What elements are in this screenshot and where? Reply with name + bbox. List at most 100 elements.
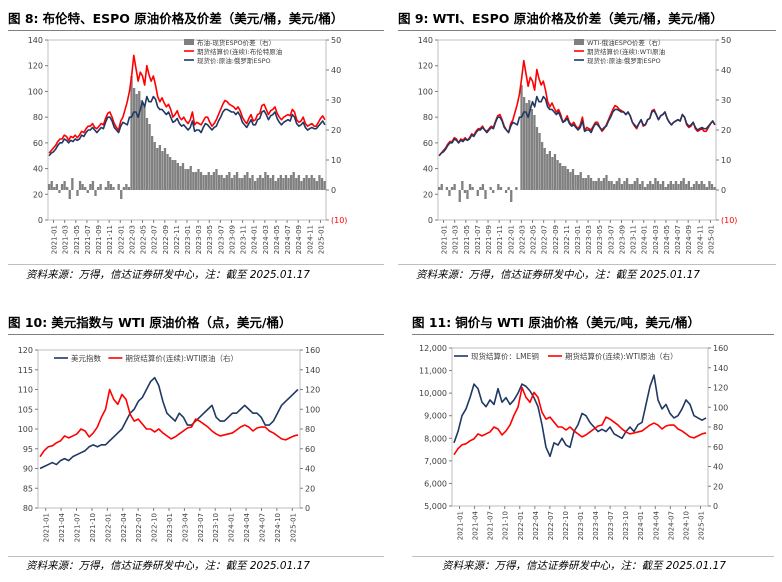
right-axis-tick-label: 40	[713, 463, 723, 472]
spread-bar	[269, 178, 272, 190]
spread-bar	[713, 187, 716, 190]
spread-bar	[651, 184, 654, 190]
spread-bar	[533, 115, 536, 190]
spread-bar	[117, 184, 120, 190]
spread-bar	[207, 172, 210, 190]
legend-label: 美元指数	[71, 353, 101, 363]
spread-bar	[577, 175, 580, 190]
spread-bar	[256, 178, 259, 190]
figure-caption: 美元指数与 WTI 原油价格（点，美元/桶）	[51, 315, 292, 330]
chart-3: 5,000 6,000 7,000 8,000 9,000 10,000 11,000 12,…	[394, 338, 778, 556]
spread-bar	[528, 100, 531, 190]
right-axis-tick-label: 20	[305, 484, 315, 493]
spread-bar	[96, 187, 100, 190]
left-axis-tick-label: 9,000	[424, 412, 447, 421]
figure-10-panel: 图 10: 美元指数与 WTI 原油价格（点，美元/桶） 80 85 90 95 100 1…	[4, 296, 386, 580]
legend-swatch	[574, 39, 584, 45]
x-axis-tick-label: 2021-01	[43, 513, 51, 542]
spread-bar	[163, 148, 167, 190]
x-axis-tick-label: 2021-07	[74, 513, 82, 542]
right-axis-tick-label: 120	[305, 386, 320, 395]
spread-bar	[543, 148, 546, 190]
series-line-0	[453, 374, 707, 458]
x-axis-tick-label: 2021-05	[73, 225, 81, 254]
spread-bar	[631, 184, 634, 190]
left-axis-tick-label: 40	[33, 165, 43, 174]
spread-bar	[566, 169, 570, 190]
figure-caption: 铜价与 WTI 原油价格（美元/吨，美元/桶）	[455, 315, 701, 330]
spread-bar	[654, 178, 657, 190]
spread-bar	[659, 184, 662, 190]
left-axis-tick-label: 40	[423, 165, 433, 174]
left-axis-tick-label: 90	[23, 465, 33, 474]
x-axis-tick-label: 2023-10	[212, 513, 220, 542]
spread-bar	[295, 178, 298, 190]
spread-bar	[282, 178, 285, 190]
spread-bar	[194, 172, 198, 190]
x-axis-tick-label: 2023-01	[577, 511, 585, 540]
title-rule	[412, 334, 774, 335]
spread-bar	[458, 190, 461, 202]
source-note: 资料来源：万得，信达证券研发中心，注：截至 2025.01.17	[26, 269, 310, 281]
chart-svg: 80 85 90 95 100 105 110 115 120 0 20 40 60 80 100 120 14…	[18, 346, 321, 542]
spread-bar	[679, 181, 683, 190]
spread-bar	[307, 178, 311, 190]
spread-bar	[246, 172, 249, 190]
x-axis-tick-label: 2022-04	[120, 512, 128, 542]
legend-swatch	[184, 39, 194, 45]
x-axis-tick-label: 2021-03	[452, 225, 460, 254]
x-axis-tick-label: 2021-01	[457, 511, 465, 540]
legend-label: 期货结算价(连续):WTI原油	[587, 47, 665, 56]
spread-bar	[633, 181, 636, 190]
left-axis-tick-label: 60	[33, 139, 43, 148]
x-axis-tick-label: 2022-05	[140, 225, 148, 254]
spread-bar	[145, 118, 149, 190]
title-rule	[398, 30, 776, 31]
spread-bar	[91, 181, 95, 190]
source-rule	[8, 264, 384, 265]
x-axis-tick-label: 2023-11	[240, 225, 248, 254]
spread-bar	[259, 175, 262, 190]
spread-bar	[318, 175, 321, 190]
figure-number: 图 10:	[8, 315, 48, 330]
spread-bar	[279, 175, 282, 190]
spread-bar	[546, 154, 549, 190]
spread-bar	[181, 163, 185, 190]
spread-bar	[497, 184, 500, 190]
spread-bar	[176, 163, 180, 190]
x-axis-tick-label: 2024-09	[685, 225, 693, 254]
x-axis-tick-label: 2024-04	[243, 512, 251, 542]
x-axis-tick-label: 2022-01	[117, 225, 125, 254]
spread-bar	[669, 181, 672, 190]
legend-label: 现货价:原油:俄罗斯ESPO	[587, 56, 661, 65]
spread-bar	[628, 184, 631, 190]
x-axis-tick-label: 2021-07	[487, 511, 495, 540]
spread-bar	[287, 178, 290, 190]
spread-bar	[466, 190, 469, 199]
spread-bar	[174, 160, 177, 190]
left-axis-tick-label: 120	[418, 62, 433, 71]
figure-title: 图 8: 布伦特、ESPO 原油价格及价差（美元/桶，美元/桶）	[8, 8, 384, 30]
spread-bar	[479, 187, 482, 190]
spread-bar	[225, 175, 228, 190]
spread-bar	[574, 175, 577, 190]
title-rule	[8, 30, 384, 31]
spread-bar	[661, 181, 665, 190]
right-axis-tick-label: 30	[331, 96, 341, 105]
spread-bar	[556, 160, 559, 190]
figure-number: 图 9:	[398, 11, 429, 26]
spread-bar	[66, 187, 69, 190]
left-axis-tick-label: 11,000	[419, 367, 447, 376]
left-axis-tick-label: 80	[33, 113, 43, 122]
spread-bar	[243, 175, 246, 190]
spread-bar	[672, 184, 675, 190]
right-axis-tick-label: 20	[331, 126, 341, 135]
right-axis-tick-label: 30	[721, 96, 731, 105]
x-axis-tick-label: 2023-04	[592, 510, 600, 540]
spread-bar	[520, 85, 523, 190]
spread-bar	[638, 184, 642, 190]
spread-bar	[230, 178, 234, 190]
right-axis-tick-label: (10)	[331, 216, 347, 225]
x-axis-tick-label: 2023-01	[574, 225, 582, 254]
chart-1: 0 20 40 60 80 100 120 140 (10) 0 10 20 30 40 50 2021-01…	[394, 32, 778, 262]
